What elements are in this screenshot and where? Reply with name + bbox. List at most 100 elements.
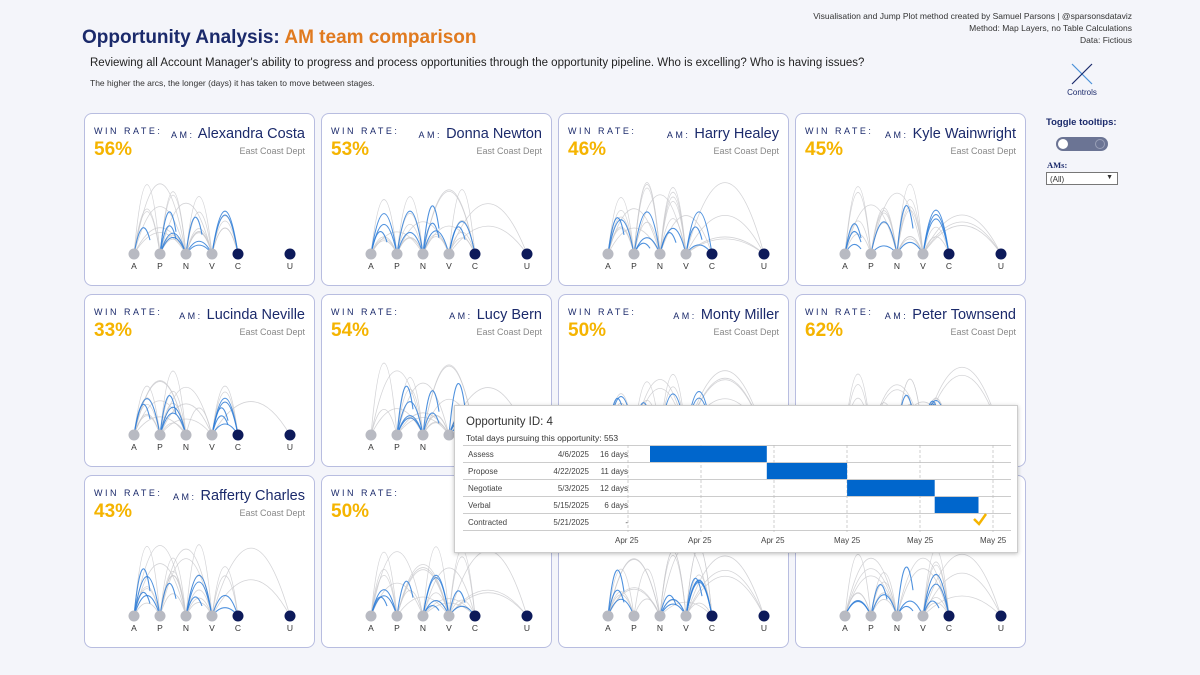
stage-node[interactable] bbox=[628, 610, 640, 622]
stage-node[interactable] bbox=[365, 248, 377, 260]
am-card[interactable]: WIN RATE: 46% AM: Harry Healey East Coas… bbox=[558, 113, 789, 286]
toggle-tooltips-switch[interactable] bbox=[1056, 137, 1108, 151]
stage-node[interactable] bbox=[943, 248, 955, 260]
ams-dropdown[interactable]: (All) ▼ bbox=[1046, 172, 1118, 185]
stage-node[interactable] bbox=[469, 610, 481, 622]
stage-node[interactable] bbox=[706, 248, 718, 260]
arc-blue bbox=[633, 211, 661, 255]
stage-node[interactable] bbox=[180, 248, 192, 260]
stage: Assess bbox=[468, 450, 494, 459]
stage-label: N bbox=[657, 623, 663, 633]
stage-node[interactable] bbox=[417, 248, 429, 260]
am-card[interactable]: WIN RATE: 43% AM: Rafferty Charles East … bbox=[84, 475, 315, 648]
stage-node[interactable] bbox=[365, 429, 377, 441]
stage-node[interactable] bbox=[891, 248, 903, 260]
am-card[interactable]: WIN RATE: 33% AM: Lucinda Neville East C… bbox=[84, 294, 315, 467]
stage-node[interactable] bbox=[206, 429, 218, 441]
arc-grey bbox=[607, 568, 635, 617]
stage-node[interactable] bbox=[943, 610, 955, 622]
arc-blue bbox=[922, 209, 950, 255]
stage-node[interactable] bbox=[206, 610, 218, 622]
stage-node[interactable] bbox=[154, 248, 166, 260]
win-rate-value: 33% bbox=[94, 320, 133, 341]
arc-grey bbox=[844, 186, 872, 255]
stage-node[interactable] bbox=[284, 429, 296, 441]
arc-grey bbox=[370, 409, 398, 436]
tooltip-row-bottom bbox=[463, 530, 1011, 547]
stage-node[interactable] bbox=[521, 610, 533, 622]
stage-node[interactable] bbox=[680, 248, 692, 260]
arc-grey bbox=[685, 236, 765, 255]
stage-label: A bbox=[842, 623, 848, 633]
arc-blue bbox=[896, 566, 914, 617]
stage-node[interactable] bbox=[284, 248, 296, 260]
am-card[interactable]: WIN RATE: 56% AM: Alexandra Costa East C… bbox=[84, 113, 315, 286]
stage-node[interactable] bbox=[865, 610, 877, 622]
stage-node[interactable] bbox=[232, 248, 244, 260]
stage-node[interactable] bbox=[654, 610, 666, 622]
stage-node[interactable] bbox=[602, 248, 614, 260]
arc-blue bbox=[133, 227, 151, 255]
arc-blue bbox=[396, 580, 414, 617]
controls-button[interactable]: Controls bbox=[1060, 62, 1104, 97]
arc-grey bbox=[607, 591, 635, 617]
stage-node[interactable] bbox=[391, 610, 403, 622]
arc-grey bbox=[607, 228, 635, 255]
stage-node[interactable] bbox=[917, 248, 929, 260]
stage-label: N bbox=[183, 442, 189, 452]
stage-node[interactable] bbox=[417, 610, 429, 622]
stage-node[interactable] bbox=[758, 610, 770, 622]
stage-node[interactable] bbox=[995, 610, 1007, 622]
stage-label: A bbox=[842, 261, 848, 271]
stage-node[interactable] bbox=[443, 429, 455, 441]
stage-node[interactable] bbox=[443, 248, 455, 260]
stage-node[interactable] bbox=[391, 248, 403, 260]
arc-blue bbox=[422, 230, 450, 255]
stage-node[interactable] bbox=[284, 610, 296, 622]
stage-label: N bbox=[420, 623, 426, 633]
arc-grey bbox=[633, 187, 661, 255]
stage-node[interactable] bbox=[154, 429, 166, 441]
stage-node[interactable] bbox=[839, 610, 851, 622]
stage-node[interactable] bbox=[917, 610, 929, 622]
stage-node[interactable] bbox=[232, 610, 244, 622]
stage-node[interactable] bbox=[995, 248, 1007, 260]
stage-node[interactable] bbox=[865, 248, 877, 260]
stage-node[interactable] bbox=[469, 248, 481, 260]
stage: Contracted bbox=[468, 518, 508, 527]
am-card[interactable]: WIN RATE: 53% AM: Donna Newton East Coas… bbox=[321, 113, 552, 286]
stage-node[interactable] bbox=[128, 429, 140, 441]
opportunity-tooltip: Opportunity ID: 4 Total days pursuing th… bbox=[454, 405, 1018, 553]
stage-node[interactable] bbox=[680, 610, 692, 622]
stage-node[interactable] bbox=[891, 610, 903, 622]
stage-node[interactable] bbox=[365, 610, 377, 622]
date: 4/6/2025 bbox=[557, 450, 589, 459]
arc-grey bbox=[896, 557, 950, 617]
stage-node[interactable] bbox=[154, 610, 166, 622]
stage-node[interactable] bbox=[602, 610, 614, 622]
dept: East Coast Dept bbox=[950, 327, 1016, 337]
stage-node[interactable] bbox=[128, 248, 140, 260]
stage-node[interactable] bbox=[521, 248, 533, 260]
stage-node[interactable] bbox=[417, 429, 429, 441]
stage-node[interactable] bbox=[128, 610, 140, 622]
am-name: AM: Rafferty Charles bbox=[173, 488, 305, 504]
stage-node[interactable] bbox=[180, 610, 192, 622]
arc-blue bbox=[607, 569, 625, 617]
arc-grey bbox=[685, 575, 765, 617]
am-card[interactable]: WIN RATE: 45% AM: Kyle Wainwright East C… bbox=[795, 113, 1026, 286]
win-rate-value: 56% bbox=[94, 139, 133, 160]
stage-node[interactable] bbox=[232, 429, 244, 441]
stage-label: C bbox=[946, 623, 952, 633]
stage-node[interactable] bbox=[628, 248, 640, 260]
stage-node[interactable] bbox=[839, 248, 851, 260]
dept: East Coast Dept bbox=[476, 146, 542, 156]
stage-node[interactable] bbox=[391, 429, 403, 441]
stage-node[interactable] bbox=[180, 429, 192, 441]
stage-node[interactable] bbox=[706, 610, 718, 622]
arc-grey bbox=[211, 227, 239, 255]
stage-node[interactable] bbox=[443, 610, 455, 622]
stage-node[interactable] bbox=[206, 248, 218, 260]
stage-node[interactable] bbox=[758, 248, 770, 260]
stage-node[interactable] bbox=[654, 248, 666, 260]
